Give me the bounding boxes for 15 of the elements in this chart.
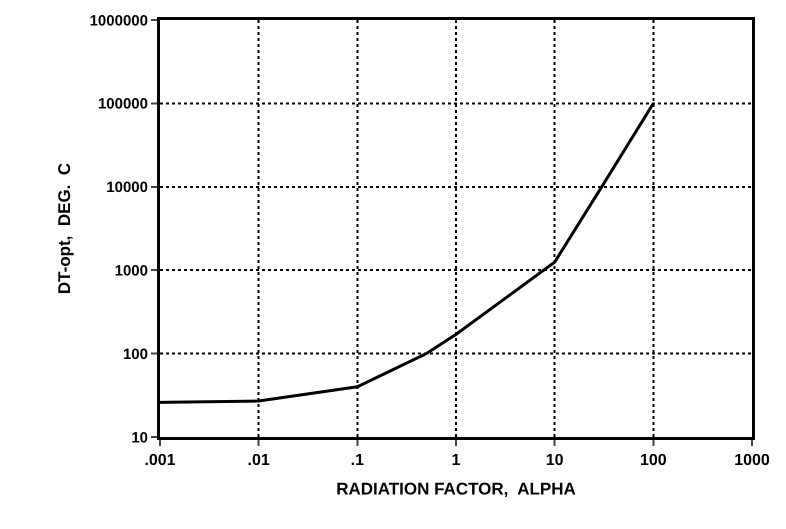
x-tick-label: 100 (640, 452, 667, 470)
x-tick-label: .001 (144, 452, 176, 470)
x-tick-label: 1000 (734, 452, 770, 470)
y-tick-label: 10000 (106, 179, 148, 196)
y-tick-label: 100 (122, 346, 148, 363)
x-tick-label: 1 (452, 452, 461, 470)
x-tick-label: .01 (248, 452, 270, 470)
x-axis-title: RADIATION FACTOR, ALPHA (336, 480, 576, 499)
y-tick-label: 1000000 (90, 12, 148, 30)
y-tick-label: 100000 (98, 96, 148, 113)
x-tick-label: .1 (350, 452, 364, 470)
x-tick-label: 10 (546, 452, 564, 470)
y-tick-label: 1000 (114, 262, 148, 280)
y-tick-label: 10 (131, 429, 148, 446)
y-axis-title: DT-opt, DEG. C (55, 162, 74, 294)
